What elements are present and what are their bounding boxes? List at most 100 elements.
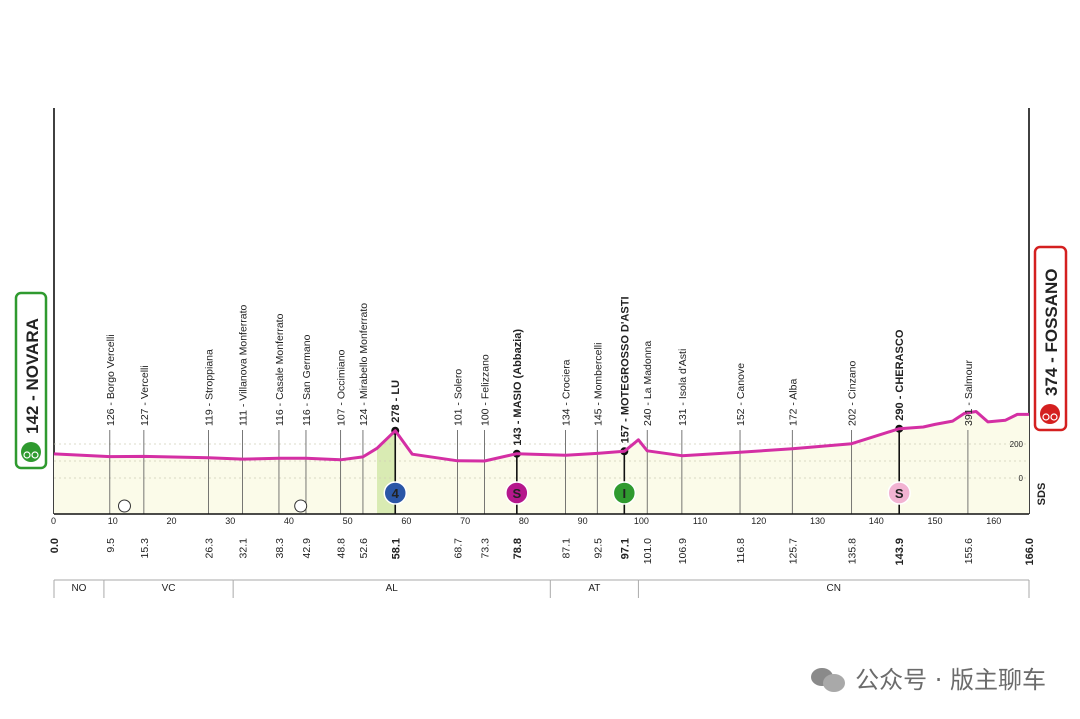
region-label: AT <box>588 583 600 594</box>
x-tick-label: 10 <box>108 516 118 526</box>
x-tick-label: 80 <box>519 516 529 526</box>
region-strip: NO VC AL AT CN <box>53 579 1030 598</box>
finish-badge <box>1033 245 1068 432</box>
x-tick-label: 60 <box>401 516 411 526</box>
waypoint-km: 87.1 <box>561 538 573 559</box>
y-tick-label: 200 <box>1010 440 1024 449</box>
x-tick-label: 50 <box>343 516 353 526</box>
waypoint-label: 152 - Canove <box>735 363 747 426</box>
waypoint-km: 68.7 <box>453 538 465 559</box>
endpoint-km: 166.0 <box>1024 538 1036 566</box>
x-tick-label: 110 <box>693 516 707 526</box>
start-label: 142 - NOVARA <box>23 318 42 434</box>
waypoint-label: 126 - Borgo Vercelli <box>105 334 117 426</box>
x-tick-label: 20 <box>166 516 176 526</box>
waypoint-km: 15.3 <box>139 538 151 559</box>
waypoint-km: 106.9 <box>677 538 689 564</box>
waypoint-label: 202 - Cinzano <box>847 360 859 426</box>
x-tick-label: 120 <box>751 516 766 526</box>
sprint-marker-text: S <box>512 486 521 501</box>
waypoint-labels: 126 - Borgo Vercelli 9.5 127 - Vercelli 15.… <box>105 296 975 565</box>
waypoint-km: 125.7 <box>787 538 799 564</box>
kom-4-marker <box>383 481 407 505</box>
waypoint-label: 240 - La Madonna <box>642 341 654 426</box>
sprint-marker <box>505 481 529 505</box>
waypoint-km: 116.8 <box>735 538 747 564</box>
x-tick-label: 40 <box>284 516 294 526</box>
finish-cycle-icon <box>1040 404 1060 424</box>
waypoint-label: 290 - CHERASCO <box>894 329 906 421</box>
waypoint-label: 107 - Occimiano <box>336 349 348 426</box>
sprint-finish-marker-text: S <box>895 486 904 501</box>
start-cycle-wheel <box>23 451 31 459</box>
x-tick-label: 90 <box>578 516 588 526</box>
sprint-finish-marker <box>887 481 911 505</box>
finish-cycle-wheel <box>1042 413 1050 421</box>
waypoint-label: 145 - Mombercelli <box>592 343 604 426</box>
x-tick-label: 0 <box>51 516 56 526</box>
region-label: NO <box>71 583 86 594</box>
waypoint-km: 73.3 <box>480 538 492 559</box>
waypoint-label: 278 - LU <box>390 380 402 423</box>
waypoint-km: 101.0 <box>642 538 654 564</box>
region-label: CN <box>826 583 840 594</box>
profile-line <box>53 410 1029 463</box>
waypoint-km: 26.3 <box>203 538 215 559</box>
waypoint-km: 9.5 <box>105 538 117 553</box>
x-axis: 0 200 0 10 20 30 40 50 60 70 80 90 100 110 120 130 140 15… <box>49 440 1048 566</box>
waypoint-label: 100 - Felizzano <box>480 354 492 426</box>
waypoint-label: 127 - Vercelli <box>139 365 151 426</box>
wechat-icon <box>811 664 847 692</box>
waypoint-km: 38.3 <box>274 538 286 559</box>
waypoint-label: 143 - MASIO (Abbazia) <box>512 329 524 446</box>
railway-crossing-icon <box>117 499 131 513</box>
tunnel-icon <box>294 499 308 513</box>
watermark: 公众号 · 版主聊车 <box>811 660 1046 695</box>
start-cycle-icon <box>21 442 41 462</box>
intermediate-marker-text: I <box>623 486 627 501</box>
watermark-text: 公众号 · 版主聊车 <box>855 666 1046 694</box>
start-badge <box>14 291 48 470</box>
waypoint-label: 124 - Mirabello Monferrato <box>358 303 370 426</box>
waypoint-label: 111 - Villanova Monferrato <box>238 304 250 426</box>
waypoint-km: 97.1 <box>619 538 631 559</box>
profile-line-group: 4 S I S <box>53 410 1029 513</box>
waypoint-label: 116 - Casale Monferrato <box>274 313 286 426</box>
waypoint-label: 172 - Alba <box>787 379 799 426</box>
waypoint-label: 116 - San Germano <box>301 334 313 426</box>
finish-label: 374 - FOSSANO <box>1042 268 1061 396</box>
endpoint-km: 0.0 <box>49 538 61 553</box>
profile-fill <box>54 411 1029 514</box>
x-tick-label: 160 <box>986 516 1001 526</box>
waypoint-km: 42.9 <box>301 538 313 559</box>
waypoint-label: 157 - MOTEGROSSO D'ASTI <box>619 296 631 443</box>
waypoint-label: 119 - Stroppiana <box>203 349 215 426</box>
waypoint-km: 155.6 <box>963 538 975 564</box>
waypoint-label: 134 - Crociera <box>561 359 573 426</box>
finish-cycle-wheel <box>1050 413 1058 421</box>
x-tick-label: 100 <box>634 516 649 526</box>
waypoint-km: 32.1 <box>238 538 250 559</box>
waypoint-label: 391 - Salmour <box>963 360 975 426</box>
start-finish-badges: 142 - NOVARA 374 - FOSSANO <box>14 245 1068 470</box>
waypoint-label: 131 - Isola d'Asti <box>677 349 689 426</box>
x-tick-label: 150 <box>928 516 943 526</box>
kom-4-marker-text: 4 <box>392 486 400 501</box>
waypoint-km: 143.9 <box>894 538 906 566</box>
waypoint-km: 48.8 <box>336 538 348 559</box>
y-tick-label: 0 <box>1019 474 1024 483</box>
profile-area <box>54 411 1029 514</box>
region-label: AL <box>386 583 399 594</box>
waypoint-km: 52.6 <box>358 538 370 559</box>
waypoint-km: 92.5 <box>592 538 604 559</box>
x-tick-label: 30 <box>225 516 235 526</box>
waypoint-km: 78.8 <box>512 538 524 559</box>
region-label: VC <box>162 583 176 594</box>
waypoint-km: 135.8 <box>847 538 859 564</box>
waypoint-label: 101 - Solero <box>453 369 465 426</box>
x-tick-label: 140 <box>869 516 884 526</box>
waypoint-km: 58.1 <box>390 538 402 559</box>
start-cycle-wheel <box>31 451 39 459</box>
intermediate-marker <box>612 481 637 505</box>
